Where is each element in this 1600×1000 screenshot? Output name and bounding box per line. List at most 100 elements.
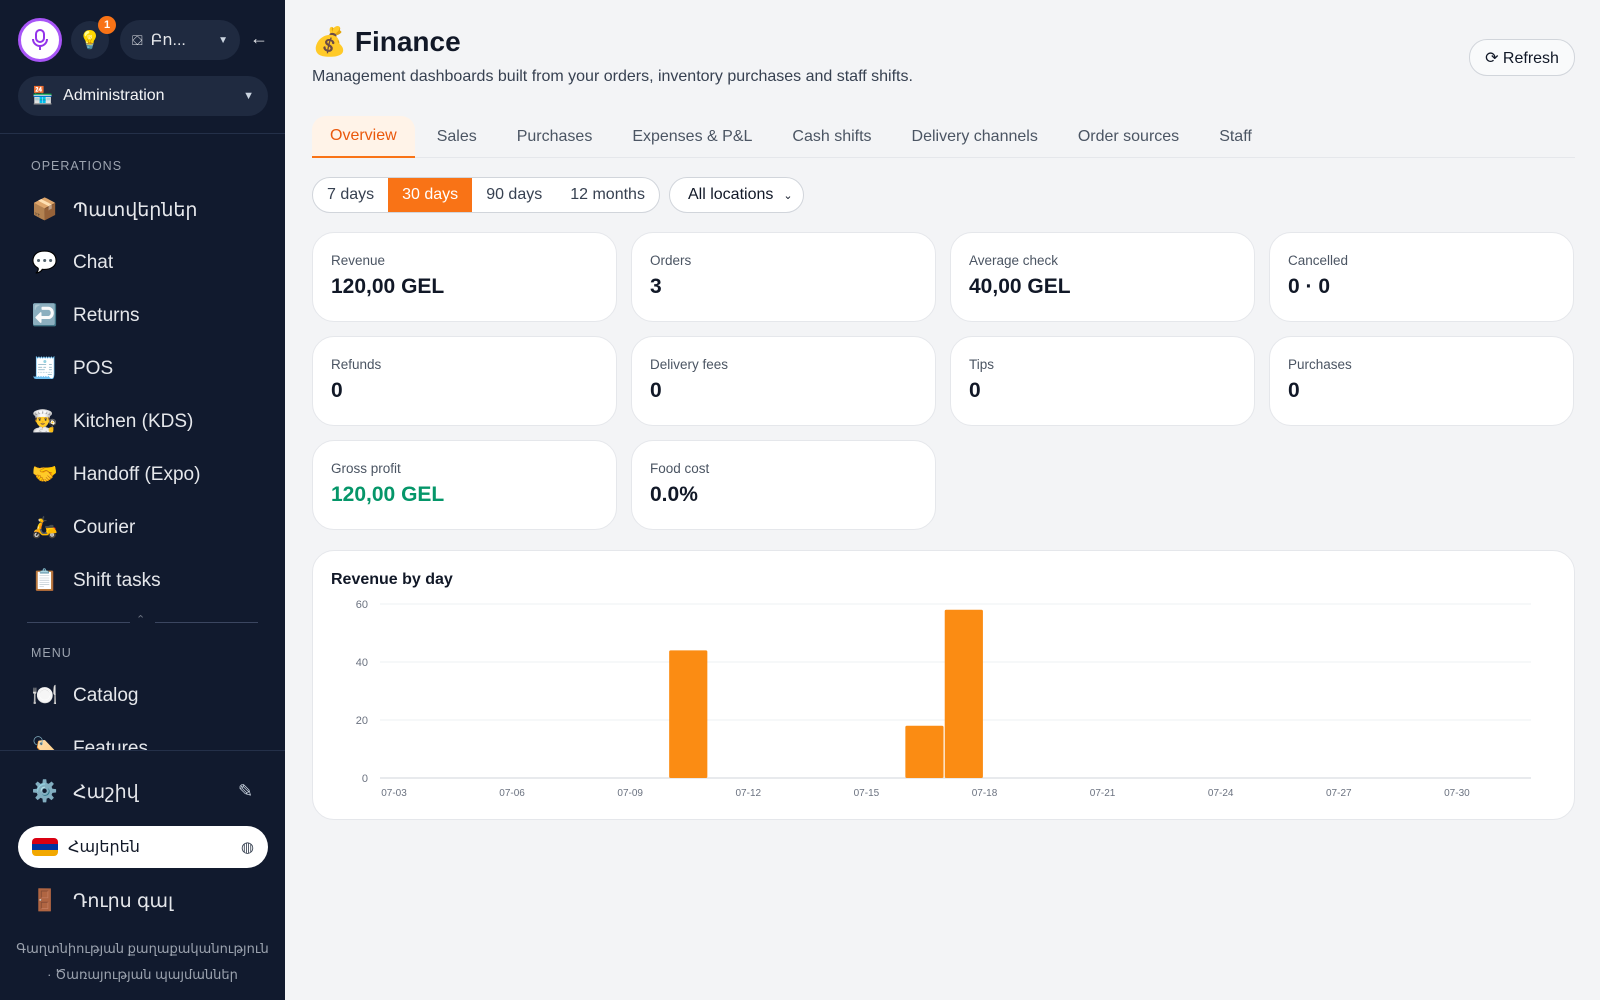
page-title-text: Finance xyxy=(354,25,461,57)
collapse-sidebar-icon[interactable]: ← xyxy=(250,28,268,48)
x-tick-label: 07-27 xyxy=(1326,788,1352,799)
notification-badge: 1 xyxy=(98,16,116,34)
divider xyxy=(155,622,258,623)
page-subtitle: Management dashboards built from your or… xyxy=(312,68,913,85)
metric-value: 0 xyxy=(331,379,343,402)
microphone-icon xyxy=(32,29,48,50)
sidebar-item-orders[interactable]: 📦 Պատվերներ xyxy=(31,192,198,228)
tab-cash-shifts[interactable]: Cash shifts xyxy=(792,128,872,145)
sidebar-item-courier[interactable]: 🛵 Courier xyxy=(31,510,135,546)
metric-value: 120,00 GEL xyxy=(331,275,445,298)
armenia-flag-icon xyxy=(32,838,58,856)
sidebar-item-catalog[interactable]: 🍽️ Catalog xyxy=(31,678,139,714)
bar-chart: 0 20 40 60 07-03 07-06 07-09 07-12 07-15 07-18 07-… xyxy=(356,599,1531,799)
tab-delivery-channels[interactable]: Delivery channels xyxy=(911,128,1038,145)
metric-value: 3 xyxy=(650,275,662,298)
package-icon: 📦 xyxy=(31,198,59,221)
privacy-policy-link[interactable]: Գաղտնիության քաղաքականություն xyxy=(16,941,269,956)
range-30-days-button[interactable]: 30 days xyxy=(388,178,473,212)
tab-order-sources[interactable]: Order sources xyxy=(1077,128,1180,145)
tab-expenses-pl[interactable]: Expenses & P&L xyxy=(632,128,753,145)
sidebar-item-label: Handoff (Expo) xyxy=(73,464,201,485)
sidebar-item-label: Հաշիվ xyxy=(73,781,139,803)
store-switcher[interactable]: ⛋ Բո... ▼ xyxy=(120,20,240,60)
sidebar-item-shift-tasks[interactable]: 📋 Shift tasks xyxy=(31,563,161,599)
sidebar-item-pos[interactable]: 🧾 POS xyxy=(31,351,113,387)
page-title: 💰 Finance xyxy=(312,25,461,58)
x-tick-label: 07-03 xyxy=(381,788,407,799)
lightbulb-icon: 💡 xyxy=(78,29,102,50)
main-content: 💰 Finance Management dashboards built fr… xyxy=(285,0,1600,1000)
location-select[interactable]: All locations ⌄ xyxy=(669,177,804,213)
tab-purchases[interactable]: Purchases xyxy=(516,128,593,145)
metric-label: Gross profit xyxy=(331,461,401,476)
location-select-value: All locations xyxy=(688,186,774,203)
metric-value: 0.0% xyxy=(650,483,698,506)
metric-card-refunds: Refunds 0 xyxy=(312,336,617,426)
metric-card-food-cost: Food cost 0.0% xyxy=(631,440,936,530)
x-tick-label: 07-21 xyxy=(1090,788,1116,799)
voice-assistant-button[interactable] xyxy=(18,18,62,62)
chevron-up-icon[interactable]: ⌃ xyxy=(136,614,146,626)
chart-title: Revenue by day xyxy=(331,571,453,588)
globe-icon: ◍ xyxy=(240,839,254,856)
edit-icon[interactable]: ✎ xyxy=(238,781,254,801)
range-12-months-button[interactable]: 12 months xyxy=(570,186,645,203)
scooter-icon: 🛵 xyxy=(31,516,59,539)
sidebar-item-kitchen[interactable]: 👨‍🍳 Kitchen (KDS) xyxy=(31,404,193,440)
metric-card-orders: Orders 3 xyxy=(631,232,936,322)
metric-label: Refunds xyxy=(331,357,382,372)
refresh-button[interactable]: ⟳ Refresh xyxy=(1469,39,1575,76)
door-icon: 🚪 xyxy=(31,889,59,912)
tab-overview[interactable]: Overview xyxy=(312,116,415,158)
cook-icon: 👨‍🍳 xyxy=(31,410,59,433)
y-tick-label: 0 xyxy=(362,773,368,785)
metric-card-revenue: Revenue 120,00 GEL xyxy=(312,232,617,322)
handshake-icon: 🤝 xyxy=(31,463,59,486)
chevron-down-icon: ⌄ xyxy=(783,189,793,202)
metric-label: Cancelled xyxy=(1288,253,1349,268)
divider xyxy=(0,133,285,134)
role-selector[interactable]: 🏪 Administration ▼ xyxy=(18,76,268,116)
sidebar-item-chat[interactable]: 💬 Chat xyxy=(31,245,113,281)
tab-sales[interactable]: Sales xyxy=(436,128,477,145)
metric-value: 0 xyxy=(650,379,662,402)
date-range-selector: 7 days 30 days 90 days 12 months xyxy=(312,177,660,213)
logout-label: Դուրս գալ xyxy=(73,890,174,912)
gear-icon: ⚙️ xyxy=(31,780,59,803)
metric-value: 40,00 GEL xyxy=(969,275,1071,298)
metric-value: 120,00 GEL xyxy=(331,483,445,506)
metric-card-average-check: Average check 40,00 GEL xyxy=(950,232,1255,322)
x-tick-label: 07-06 xyxy=(499,788,525,799)
bar xyxy=(669,650,708,778)
y-tick-label: 20 xyxy=(356,715,368,727)
store-icon: ⛋ xyxy=(132,31,143,48)
sidebar-item-account[interactable]: ⚙️ Հաշիվ xyxy=(31,774,139,810)
shop-icon: 🏪 xyxy=(32,86,54,105)
sidebar-item-handoff[interactable]: 🤝 Handoff (Expo) xyxy=(31,457,201,493)
metric-label: Orders xyxy=(650,253,692,268)
metric-label: Purchases xyxy=(1288,357,1352,372)
range-7-days-button[interactable]: 7 days xyxy=(327,186,375,203)
finance-tabs: Overview Sales Purchases Expenses & P&L … xyxy=(312,116,1575,158)
revenue-by-day-chart: Revenue by day 0 20 40 60 07-03 07-06 07-09 07-… xyxy=(312,550,1575,820)
chevron-down-icon: ▼ xyxy=(243,90,254,102)
tab-staff[interactable]: Staff xyxy=(1219,128,1252,145)
sidebar-item-label: Catalog xyxy=(73,685,139,706)
metric-value: 0 · 0 xyxy=(1288,275,1331,298)
section-label-operations: OPERATIONS xyxy=(31,159,123,173)
sidebar-item-label: Shift tasks xyxy=(73,570,161,591)
logout-button[interactable]: 🚪 Դուրս գալ xyxy=(31,883,173,919)
sidebar: 💡 1 ⛋ Բո... ▼ ← 🏪 Administration ▼ OPERA… xyxy=(0,0,285,1000)
metric-value: 0 xyxy=(969,379,981,402)
language-selector[interactable]: Հայերեն ◍ xyxy=(18,826,268,868)
terms-of-service-link[interactable]: · Ծառայության պայմաններ xyxy=(47,967,238,982)
x-tick-label: 07-12 xyxy=(736,788,762,799)
store-label: Բո... xyxy=(150,32,186,49)
divider xyxy=(27,622,130,623)
section-label-menu: MENU xyxy=(31,646,72,660)
sidebar-item-returns[interactable]: ↩️ Returns xyxy=(31,298,140,334)
x-tick-label: 07-30 xyxy=(1444,788,1470,799)
sidebar-item-label: POS xyxy=(73,358,114,379)
range-90-days-button[interactable]: 90 days xyxy=(486,186,543,203)
